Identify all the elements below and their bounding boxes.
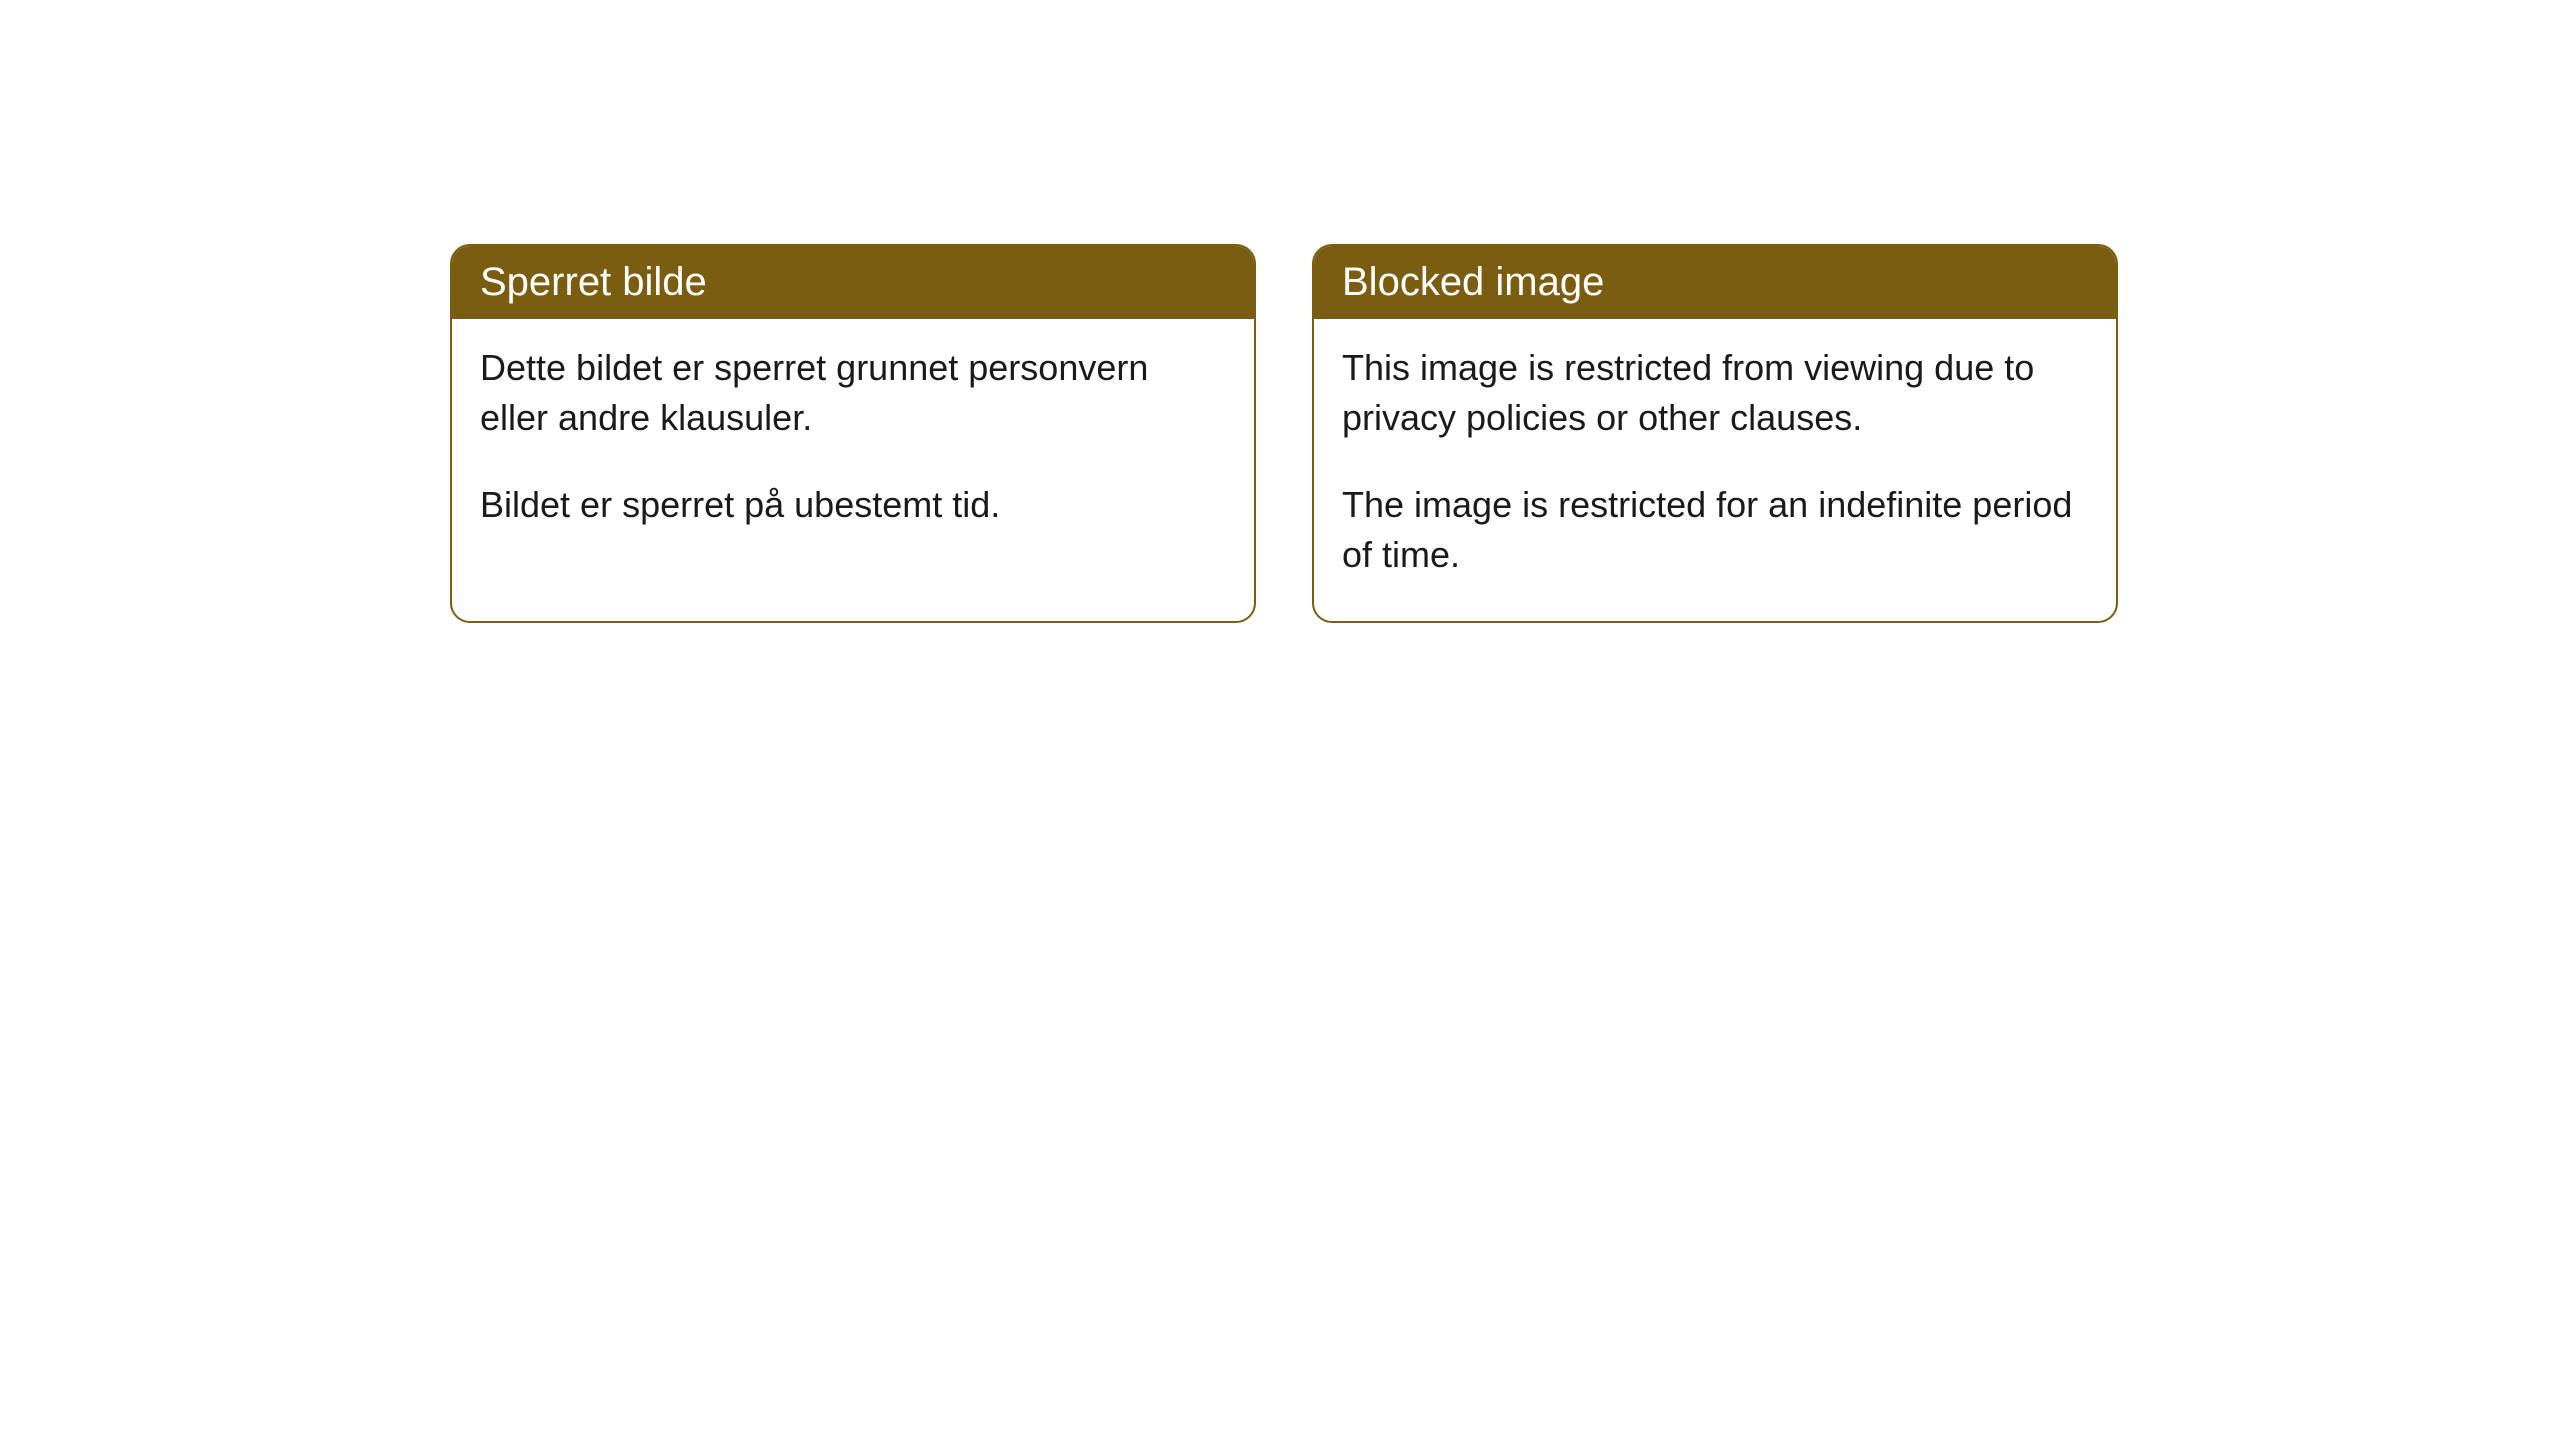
card-body-norwegian: Dette bildet er sperret grunnet personve… [452,319,1254,570]
blocked-image-card-english: Blocked image This image is restricted f… [1312,244,2118,623]
cards-container: Sperret bilde Dette bildet er sperret gr… [450,244,2118,623]
card-body-english: This image is restricted from viewing du… [1314,319,2116,621]
card-paragraph-2-english: The image is restricted for an indefinit… [1342,480,2088,581]
card-header-norwegian: Sperret bilde [452,246,1254,319]
card-paragraph-2-norwegian: Bildet er sperret på ubestemt tid. [480,480,1226,530]
blocked-image-card-norwegian: Sperret bilde Dette bildet er sperret gr… [450,244,1256,623]
card-paragraph-1-english: This image is restricted from viewing du… [1342,343,2088,444]
card-header-english: Blocked image [1314,246,2116,319]
card-paragraph-1-norwegian: Dette bildet er sperret grunnet personve… [480,343,1226,444]
